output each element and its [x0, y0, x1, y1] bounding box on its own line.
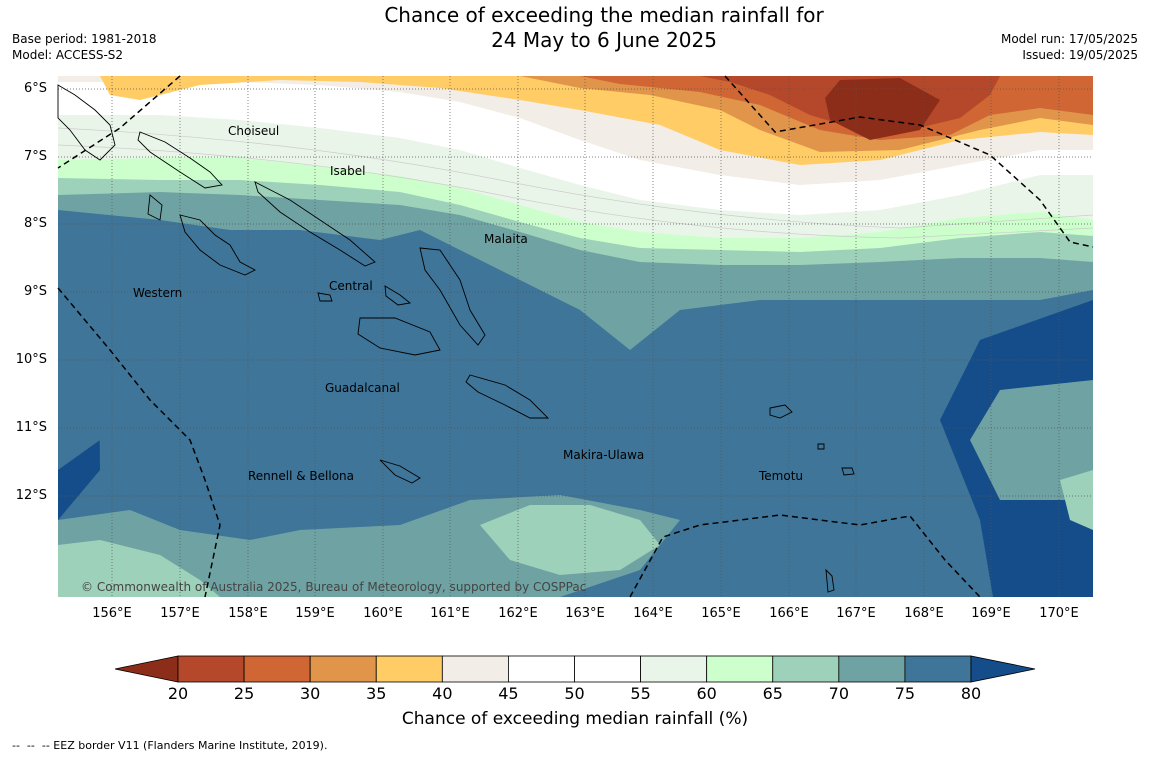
colorbar-tick-label: 20: [167, 684, 189, 703]
lon-label: 168°E: [904, 606, 944, 621]
region-label-makira-ulawa: Makira-Ulawa: [563, 448, 645, 462]
colorbar-swatch: [309, 655, 377, 683]
lon-label: 164°E: [633, 606, 673, 621]
region-label-western: Western: [133, 286, 183, 300]
colorbar-tick-label: 45: [498, 684, 519, 703]
region-label-choiseul: Choiseul: [228, 124, 280, 138]
region-label-guadalcanal: Guadalcanal: [325, 381, 400, 395]
colorbar-label: Chance of exceeding median rainfall (%): [401, 709, 749, 729]
copyright-notice: © Commonwealth of Australia 2025, Bureau…: [81, 580, 587, 594]
colorbar-tick-label: 75: [894, 684, 916, 703]
model-run: Model run: 17/05/2025: [1000, 32, 1138, 46]
lat-label: 6°S: [23, 81, 47, 96]
colorbar-tick-label: 55: [630, 684, 651, 703]
colorbar-tick-label: 35: [366, 684, 387, 703]
colorbar-swatch: [375, 655, 443, 683]
lon-label: 162°E: [498, 606, 538, 621]
lon-label: 170°E: [1039, 606, 1079, 621]
region-label-isabel: Isabel: [330, 164, 366, 178]
lat-label: 11°S: [15, 420, 47, 435]
run-info: Model run: 17/05/2025 Issued: 19/05/2025: [1001, 31, 1138, 63]
colorbar-swatches: [114, 655, 1036, 683]
colorbar-tick-label: 80: [960, 684, 982, 703]
island-new-georgia: [179, 214, 256, 276]
colorbar-swatch: [838, 655, 906, 683]
colorbar-tick-label: 65: [762, 684, 783, 703]
lat-label: 7°S: [23, 149, 47, 164]
colorbar-tick-label: 60: [696, 684, 717, 703]
rainfall-field: [58, 76, 1093, 597]
model-info: Base period: 1981-2018 Model: ACCESS-S2: [12, 31, 157, 63]
colorbar-swatch: [177, 655, 245, 683]
lon-label: 158°E: [228, 606, 268, 621]
lon-label: 159°E: [295, 606, 335, 621]
colorbar-swatch: [772, 655, 840, 683]
lon-label: 169°E: [971, 606, 1011, 621]
colorbar-tick-label: 70: [828, 684, 850, 703]
lon-label: 157°E: [160, 606, 200, 621]
lon-label: 161°E: [430, 606, 470, 621]
map-title: Chance of exceeding the median rainfall …: [0, 3, 1150, 53]
colorbar-tick-label: 25: [233, 684, 255, 703]
title-line-2: 24 May to 6 June 2025: [491, 28, 717, 52]
island-malaita: [419, 247, 486, 346]
colorbar-tick-label: 40: [432, 684, 453, 703]
lat-label: 12°S: [15, 488, 47, 503]
island-santa-cruz: [769, 404, 793, 419]
island-rennell: [379, 459, 421, 484]
title-line-1: Chance of exceeding the median rainfall …: [384, 3, 824, 27]
lon-label: 163°E: [565, 606, 605, 621]
eez-border: [57, 75, 1094, 598]
colorbar-tick-label: 50: [564, 684, 585, 703]
lat-label: 10°S: [15, 352, 47, 367]
issued-date: Issued: 19/05/2025: [1022, 48, 1138, 62]
model-name: Model: ACCESS-S2: [12, 48, 124, 62]
colorbar-swatch: [574, 655, 641, 683]
lon-label: 156°E: [92, 606, 132, 621]
islands: [57, 84, 855, 593]
colorbar-swatch: [640, 655, 708, 683]
colorbar-swatch: [508, 655, 575, 683]
region-label-malaita: Malaita: [484, 232, 528, 246]
island-bougainville: [57, 84, 116, 161]
island-isabel: [254, 181, 376, 267]
island-guadalcanal: [357, 317, 441, 356]
base-period: Base period: 1981-2018: [12, 32, 157, 46]
island-nggela: [384, 285, 412, 306]
lon-label: 165°E: [701, 606, 741, 621]
island-makira: [465, 374, 550, 419]
island-vella: [147, 194, 163, 221]
band-65-bottom: [480, 505, 660, 575]
region-label-temotu: Temotu: [759, 469, 804, 483]
lon-label: 167°E: [836, 606, 876, 621]
colorbar-arrow-low: [114, 655, 179, 683]
band-65-left: [58, 540, 220, 597]
colorbar-swatch: [904, 655, 972, 683]
lat-label: 8°S: [23, 216, 47, 231]
band-65-right: [1060, 470, 1093, 530]
region-label-central: Central: [329, 279, 373, 293]
lon-label: 166°E: [769, 606, 809, 621]
colorbar-swatch: [706, 655, 774, 683]
colorbar-swatch: [441, 655, 509, 683]
colorbar-arrow-high: [970, 655, 1036, 683]
eez-footnote: -- -- -- EEZ border V11 (Flanders Marine…: [12, 739, 328, 752]
region-label-rennell-bellona: Rennell & Bellona: [248, 469, 355, 483]
band-70-right: [970, 380, 1093, 500]
colorbar-swatch: [243, 655, 311, 683]
colorbar-tick-label: 30: [299, 684, 321, 703]
lat-label: 9°S: [23, 284, 47, 299]
lon-label: 160°E: [363, 606, 403, 621]
island-choiseul: [137, 131, 223, 189]
